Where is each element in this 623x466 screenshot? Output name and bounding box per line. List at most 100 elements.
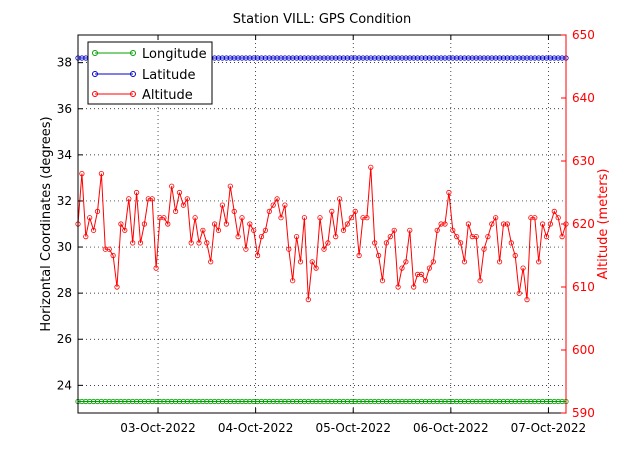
data-point-longitude — [352, 398, 358, 405]
data-point-altitude — [333, 234, 339, 240]
data-point-longitude — [130, 398, 136, 405]
data-point-altitude — [547, 221, 554, 227]
data-point-altitude — [403, 259, 409, 265]
data-point-altitude — [94, 208, 101, 214]
data-point-latitude — [500, 55, 507, 61]
data-point-latitude — [422, 55, 429, 61]
data-point-longitude — [106, 398, 112, 405]
data-point-altitude — [157, 215, 163, 221]
data-point-longitude — [450, 398, 456, 405]
data-point-altitude — [375, 252, 382, 259]
data-point-altitude — [368, 164, 374, 170]
data-point-latitude — [255, 55, 261, 61]
data-point-latitude — [504, 55, 510, 61]
data-point-longitude — [79, 398, 85, 405]
data-point-altitude — [325, 240, 331, 246]
grid — [78, 35, 566, 413]
data-point-longitude — [173, 398, 179, 405]
data-point-latitude — [336, 55, 343, 61]
data-point-altitude — [477, 278, 483, 284]
data-point-latitude — [333, 55, 339, 61]
data-point-longitude — [141, 398, 147, 405]
data-point-longitude — [251, 398, 257, 405]
data-point-longitude — [200, 398, 206, 405]
data-point-longitude — [321, 398, 327, 405]
data-point-longitude — [387, 398, 393, 405]
y-tick-label-left: 30 — [57, 240, 72, 254]
data-point-longitude — [500, 398, 507, 405]
data-point-latitude — [411, 55, 417, 61]
data-point-altitude — [83, 234, 89, 240]
data-point-latitude — [430, 55, 436, 61]
data-point-altitude — [450, 227, 456, 233]
data-point-latitude — [469, 55, 475, 61]
data-point-altitude — [457, 240, 464, 246]
data-point-latitude — [375, 55, 382, 61]
data-point-latitude — [512, 55, 518, 61]
y-axis-left-label: Horizontal Coordinates (degrees) — [39, 116, 54, 331]
data-point-longitude — [114, 398, 120, 405]
data-point-longitude — [98, 398, 105, 405]
data-point-altitude — [161, 215, 167, 221]
data-point-altitude — [364, 215, 370, 221]
x-tick-label: 07-Oct-2022 — [511, 421, 587, 435]
data-point-longitude — [227, 398, 233, 405]
data-point-altitude — [348, 215, 354, 221]
data-point-altitude — [313, 265, 319, 271]
data-point-longitude — [286, 398, 292, 405]
data-point-latitude — [301, 55, 307, 61]
data-point-latitude — [446, 55, 452, 61]
data-point-longitude — [313, 398, 319, 405]
data-point-altitude — [258, 234, 265, 240]
data-point-latitude — [391, 55, 397, 61]
data-point-longitude — [528, 398, 534, 405]
data-point-longitude — [282, 398, 288, 405]
data-point-latitude — [485, 55, 491, 61]
data-point-longitude — [508, 398, 514, 405]
data-point-latitude — [434, 55, 440, 61]
data-point-altitude — [446, 189, 452, 196]
data-point-longitude — [235, 398, 241, 405]
data-point-longitude — [91, 398, 97, 405]
data-point-longitude — [309, 398, 315, 405]
data-point-altitude — [489, 221, 495, 227]
data-point-longitude — [262, 398, 268, 405]
data-point-altitude — [372, 240, 378, 246]
data-point-altitude — [235, 234, 241, 240]
data-point-altitude — [528, 215, 534, 221]
data-point-latitude — [493, 55, 499, 61]
data-point-latitude — [403, 55, 409, 61]
data-point-altitude — [387, 234, 393, 240]
data-point-latitude — [313, 55, 319, 61]
data-point-longitude — [274, 398, 280, 405]
data-point-latitude — [321, 55, 327, 61]
data-point-altitude — [411, 284, 417, 290]
y-tick-label-left: 34 — [57, 148, 72, 162]
data-point-longitude — [329, 398, 335, 405]
data-point-altitude — [208, 259, 214, 265]
data-point-latitude — [368, 55, 374, 61]
data-point-longitude — [426, 398, 432, 405]
data-point-altitude — [255, 252, 261, 259]
data-point-latitude — [329, 55, 335, 61]
data-point-altitude — [153, 265, 159, 271]
data-point-latitude — [379, 55, 386, 61]
data-point-altitude — [169, 183, 175, 189]
data-point-latitude — [438, 55, 444, 61]
data-point-altitude — [200, 227, 206, 233]
data-point-longitude — [258, 398, 265, 405]
y-tick-label-right: 600 — [572, 343, 595, 357]
data-point-altitude — [102, 246, 108, 252]
data-point-longitude — [231, 398, 237, 405]
data-point-altitude — [379, 278, 386, 284]
data-point-longitude — [430, 398, 436, 405]
legend-marker-latitude — [92, 71, 98, 77]
data-point-longitude — [188, 398, 194, 405]
data-point-longitude — [489, 398, 495, 405]
data-point-latitude — [383, 55, 389, 61]
y-tick-label-left: 36 — [57, 102, 72, 116]
data-point-altitude — [555, 215, 561, 221]
data-point-longitude — [180, 398, 186, 405]
data-point-altitude — [243, 246, 249, 252]
data-point-longitude — [290, 398, 296, 405]
